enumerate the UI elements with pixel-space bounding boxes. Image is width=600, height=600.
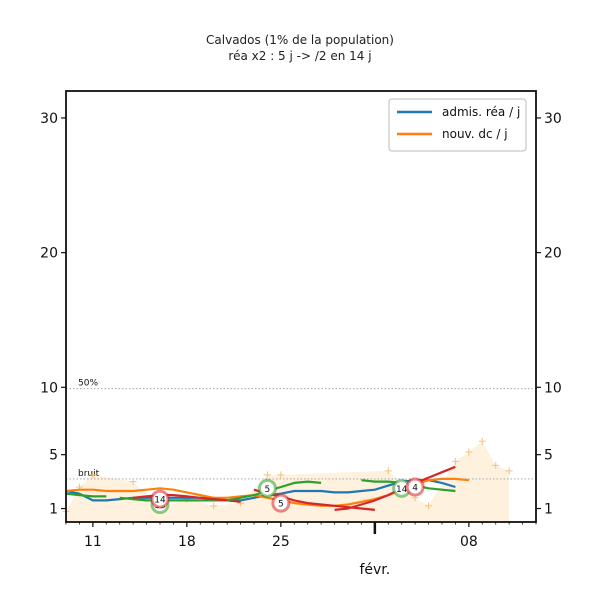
trend-marker-label: 4: [412, 483, 418, 493]
legend-label-rea: admis. réa / j: [442, 105, 520, 119]
raw-points: [62, 437, 513, 515]
raw-point: [478, 437, 486, 445]
raw-point: [451, 457, 459, 465]
trend-marker: [257, 478, 277, 498]
trend-segment: [119, 496, 228, 502]
reference-line-label: bruit: [78, 469, 100, 479]
raw-point: [384, 467, 392, 475]
raw-point: [425, 502, 433, 510]
trend-marker: [271, 493, 291, 513]
y-tick-label-left: 20: [40, 246, 58, 262]
x-tick-label: 18: [178, 534, 196, 550]
y-tick-label-left: 1: [49, 502, 58, 518]
plot-frame: [65, 90, 537, 523]
y-tick-label-right: 30: [544, 111, 562, 127]
trend-segment: [65, 492, 107, 498]
raw-area: [66, 441, 510, 522]
raw-point: [89, 471, 97, 479]
y-tick-label-left: 5: [49, 448, 58, 464]
x-month-label: févr.: [359, 562, 390, 578]
raw-point: [277, 471, 285, 479]
y-tick-label-left: 10: [40, 380, 58, 396]
y-tick-label-left: 30: [40, 111, 58, 127]
trend-segment: [253, 488, 376, 511]
trend-marker: [150, 489, 170, 509]
markers-layer: 131455144: [150, 477, 425, 514]
y-tick-label-right: 1: [544, 502, 553, 518]
raw-point: [492, 461, 500, 469]
raw-point: [263, 471, 271, 479]
trend-marker-label: 14: [396, 485, 408, 495]
raw-point: [505, 467, 513, 475]
chart-subtitle: réa x2 : 5 j -> /2 en 14 j: [228, 49, 372, 63]
x-tick-label: 11: [84, 534, 102, 550]
raw-point: [129, 478, 137, 486]
trend-marker-label: 14: [154, 496, 166, 506]
y-tick-label-right: 5: [544, 448, 553, 464]
legend: admis. réa / j nouv. dc / j: [388, 98, 527, 152]
trend-marker-label: 5: [265, 485, 271, 495]
x-tick-label: 08: [460, 534, 478, 550]
reference-line-label: 50%: [78, 379, 98, 389]
legend-label-dc: nouv. dc / j: [442, 127, 508, 141]
reference-lines: 50% bruit: [66, 379, 536, 480]
trend-marker-label: 5: [278, 500, 284, 510]
x-tick-label: 25: [272, 534, 290, 550]
raw-point: [465, 448, 473, 456]
y-tick-label-right: 10: [544, 380, 562, 396]
raw-point: [210, 502, 218, 510]
trend-marker: [405, 477, 425, 497]
chart-title: Calvados (1% de la population): [206, 33, 394, 47]
y-tick-label-right: 20: [544, 246, 562, 262]
area-layer: [66, 441, 510, 522]
